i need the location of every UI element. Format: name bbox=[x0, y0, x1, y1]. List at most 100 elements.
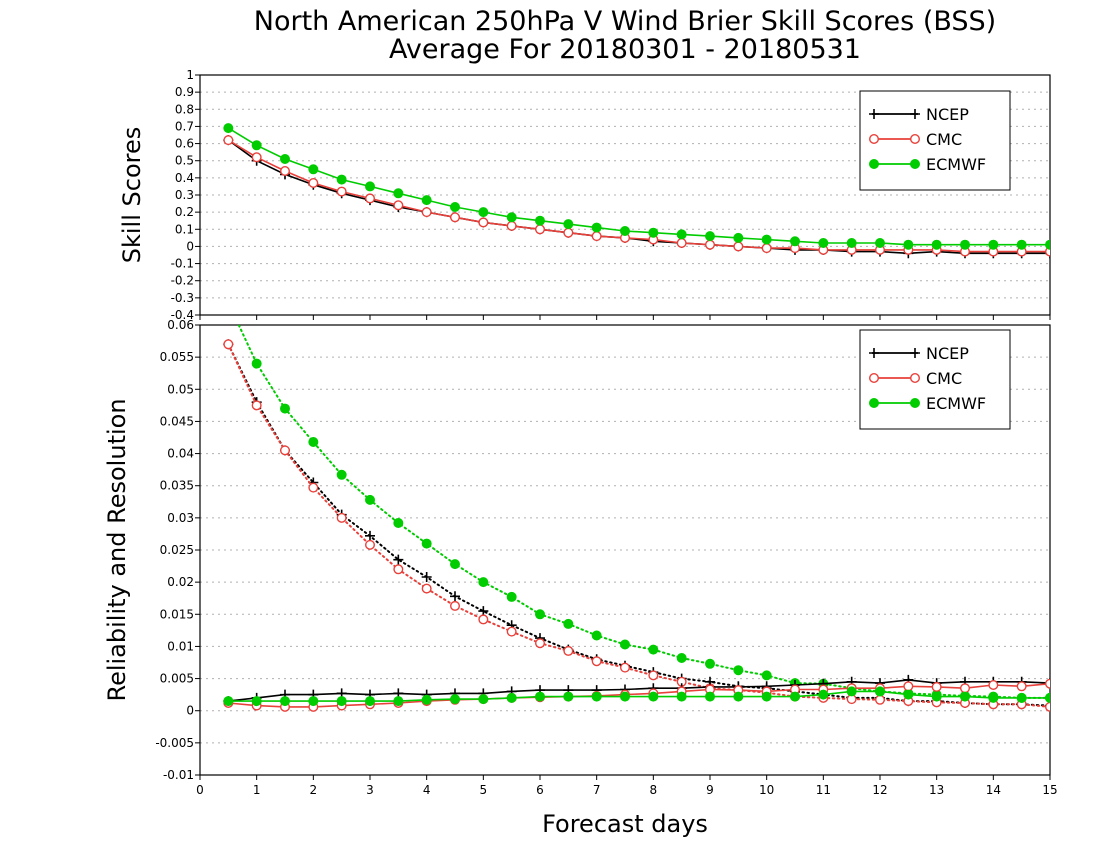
x-tick-label: 14 bbox=[986, 783, 1001, 797]
data-point bbox=[421, 694, 432, 705]
data-point bbox=[336, 469, 347, 480]
legend-marker bbox=[910, 133, 921, 144]
y-tick-label: -0.01 bbox=[163, 768, 194, 782]
data-point bbox=[365, 181, 375, 192]
data-point bbox=[875, 686, 885, 697]
data-point bbox=[336, 696, 347, 707]
data-point bbox=[393, 696, 404, 707]
data-point bbox=[251, 358, 262, 369]
data-point bbox=[336, 186, 347, 197]
data-point bbox=[960, 239, 970, 250]
data-point bbox=[818, 238, 829, 248]
data-point bbox=[280, 154, 290, 164]
y-tick-label: 0.04 bbox=[167, 447, 194, 461]
series-line bbox=[228, 679, 1050, 702]
x-tick-label: 15 bbox=[1042, 783, 1057, 797]
data-point bbox=[421, 207, 432, 218]
legend-marker bbox=[869, 159, 879, 169]
data-point bbox=[676, 691, 687, 702]
y-tick-label: 0.2 bbox=[175, 205, 194, 219]
data-point bbox=[223, 135, 234, 146]
data-point bbox=[818, 689, 829, 700]
data-point bbox=[308, 482, 319, 493]
data-point bbox=[988, 680, 999, 691]
data-point bbox=[393, 564, 404, 575]
y-tick-label: 0.045 bbox=[160, 414, 194, 428]
y-tick-label: 0.7 bbox=[175, 119, 194, 133]
data-point bbox=[251, 400, 262, 411]
data-point bbox=[1045, 678, 1050, 689]
legend-label: NCEP bbox=[926, 344, 969, 363]
data-point bbox=[450, 591, 460, 602]
data-point bbox=[1016, 692, 1027, 703]
data-point bbox=[620, 226, 630, 236]
plot-area bbox=[223, 123, 1050, 259]
data-point bbox=[535, 691, 545, 702]
legend-item-ncep: NCEP bbox=[869, 344, 969, 363]
data-point bbox=[280, 696, 290, 707]
data-point bbox=[620, 662, 631, 673]
legend-item-cmc: CMC bbox=[869, 369, 962, 388]
data-point bbox=[450, 212, 461, 223]
x-tick-label: 2 bbox=[310, 783, 318, 797]
chart-subtitle: Average For 20180301 - 20180531 bbox=[389, 34, 861, 65]
data-point bbox=[591, 691, 602, 702]
data-point bbox=[705, 691, 715, 702]
data-point bbox=[761, 234, 772, 245]
y-tick-label: 0.03 bbox=[167, 511, 194, 525]
data-point bbox=[308, 164, 319, 175]
data-point bbox=[450, 202, 460, 212]
data-point bbox=[535, 609, 545, 620]
data-point bbox=[591, 656, 602, 667]
data-point bbox=[591, 630, 602, 641]
data-point bbox=[506, 692, 517, 703]
data-point bbox=[1016, 239, 1027, 250]
data-point bbox=[563, 645, 574, 656]
legend-marker bbox=[910, 348, 920, 358]
data-point bbox=[988, 239, 999, 250]
data-point bbox=[846, 238, 857, 248]
data-point bbox=[903, 681, 914, 692]
x-tick-label: 12 bbox=[872, 783, 887, 797]
data-point bbox=[506, 591, 517, 602]
data-point bbox=[648, 670, 659, 681]
data-point bbox=[875, 238, 885, 248]
data-point bbox=[535, 224, 546, 235]
data-point bbox=[676, 653, 687, 663]
data-point bbox=[450, 559, 460, 570]
x-tick-label: 3 bbox=[366, 783, 374, 797]
x-tick-label: 8 bbox=[650, 783, 658, 797]
data-point bbox=[393, 188, 404, 199]
legend-item-cmc: CMC bbox=[869, 130, 962, 149]
data-point bbox=[365, 530, 375, 541]
legend-label: NCEP bbox=[926, 105, 969, 124]
y-tick-label: 0.015 bbox=[160, 607, 194, 621]
data-point bbox=[365, 696, 375, 707]
data-point bbox=[421, 583, 432, 594]
y-tick-label: 0.025 bbox=[160, 543, 194, 557]
y-tick-label: 0.9 bbox=[175, 85, 194, 99]
y-axis-title: Reliability and Resolution bbox=[103, 398, 131, 701]
x-tick-label: 7 bbox=[593, 783, 601, 797]
y-tick-label: 0.055 bbox=[160, 350, 194, 364]
data-point bbox=[648, 227, 659, 238]
y-tick-label: 0.06 bbox=[167, 318, 194, 332]
data-point bbox=[733, 665, 744, 676]
x-tick-label: 0 bbox=[196, 783, 204, 797]
y-tick-label: 0.05 bbox=[167, 382, 194, 396]
data-point bbox=[365, 193, 376, 204]
data-point bbox=[478, 577, 489, 588]
data-point bbox=[251, 152, 262, 163]
y-tick-label: 0.3 bbox=[175, 188, 194, 202]
data-point bbox=[931, 691, 942, 702]
data-point bbox=[591, 231, 602, 242]
data-point bbox=[705, 231, 715, 242]
legend-box bbox=[859, 90, 1011, 191]
data-point bbox=[761, 691, 772, 702]
data-point bbox=[393, 554, 404, 565]
data-point bbox=[903, 689, 914, 700]
data-point bbox=[223, 339, 234, 350]
data-point bbox=[790, 691, 800, 702]
data-point bbox=[761, 243, 772, 254]
data-point bbox=[846, 686, 857, 697]
